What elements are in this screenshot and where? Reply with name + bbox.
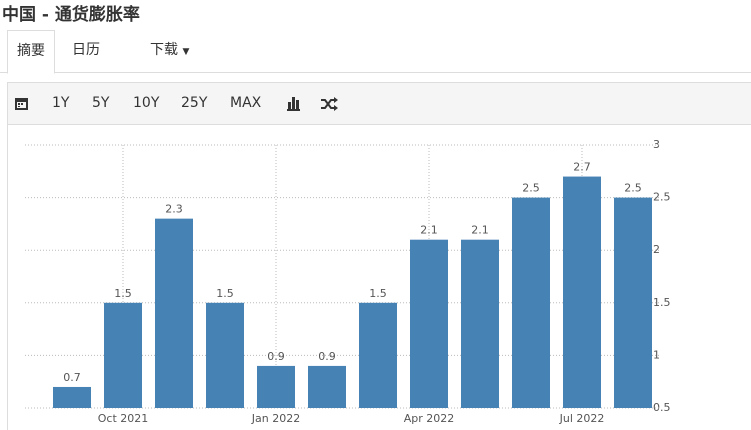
range-button[interactable]: MAX [230,95,262,111]
calendar-icon[interactable] [14,96,29,111]
bar [563,176,601,408]
bar [206,302,244,408]
y-tick-label: 1 [653,348,660,361]
value-label: 1.5 [114,287,132,300]
y-tick-label: 1.5 [653,296,671,309]
y-tick-label: 0.5 [653,401,671,414]
bar-chart-icon[interactable] [286,96,301,111]
x-tick-label: Jul 2022 [559,412,605,425]
range-button[interactable]: 25Y [181,95,208,111]
bar [308,365,346,408]
range-button[interactable]: 10Y [133,95,160,111]
value-label: 0.7 [63,371,81,384]
bar [53,386,91,408]
tab-label: 下载 [150,42,178,58]
bar [461,239,499,408]
value-label: 1.5 [216,287,234,300]
bar [410,239,448,408]
page-title: 中国 - 通货膨胀率 [2,5,140,25]
range-button[interactable]: 1Y [52,95,70,111]
x-tick-label: Oct 2021 [98,412,149,425]
x-tick-label: Apr 2022 [404,412,455,425]
toolbar: 1Y 5Y 10Y 25Y MAX [7,82,751,125]
value-label: 2.3 [165,203,183,216]
shuffle-icon[interactable] [320,96,338,111]
value-label: 0.9 [267,350,285,363]
value-label: 2.1 [420,224,438,237]
range-button[interactable]: 5Y [92,95,110,111]
value-label: 1.5 [369,287,387,300]
value-label: 0.9 [318,350,336,363]
bar [614,197,652,408]
chart-area [7,124,751,430]
tab[interactable]: 摘要 [7,30,55,74]
bar [257,365,295,408]
y-tick-label: 2.5 [653,191,671,204]
tab[interactable]: 日历 [72,42,100,58]
value-label: 2.5 [624,182,642,195]
bar [359,302,397,408]
value-label: 2.7 [573,161,591,174]
y-tick-label: 3 [653,138,660,151]
value-label: 2.1 [471,224,489,237]
y-tick-label: 2 [653,243,660,256]
bar [104,302,142,408]
value-label: 2.5 [522,182,540,195]
bar [512,197,550,408]
tab[interactable]: 下载 ▼ [150,42,190,58]
tab-bar: 摘要 日历 下载 ▼ [0,30,751,74]
x-tick-label: Jan 2022 [251,412,300,425]
bar [155,218,193,408]
